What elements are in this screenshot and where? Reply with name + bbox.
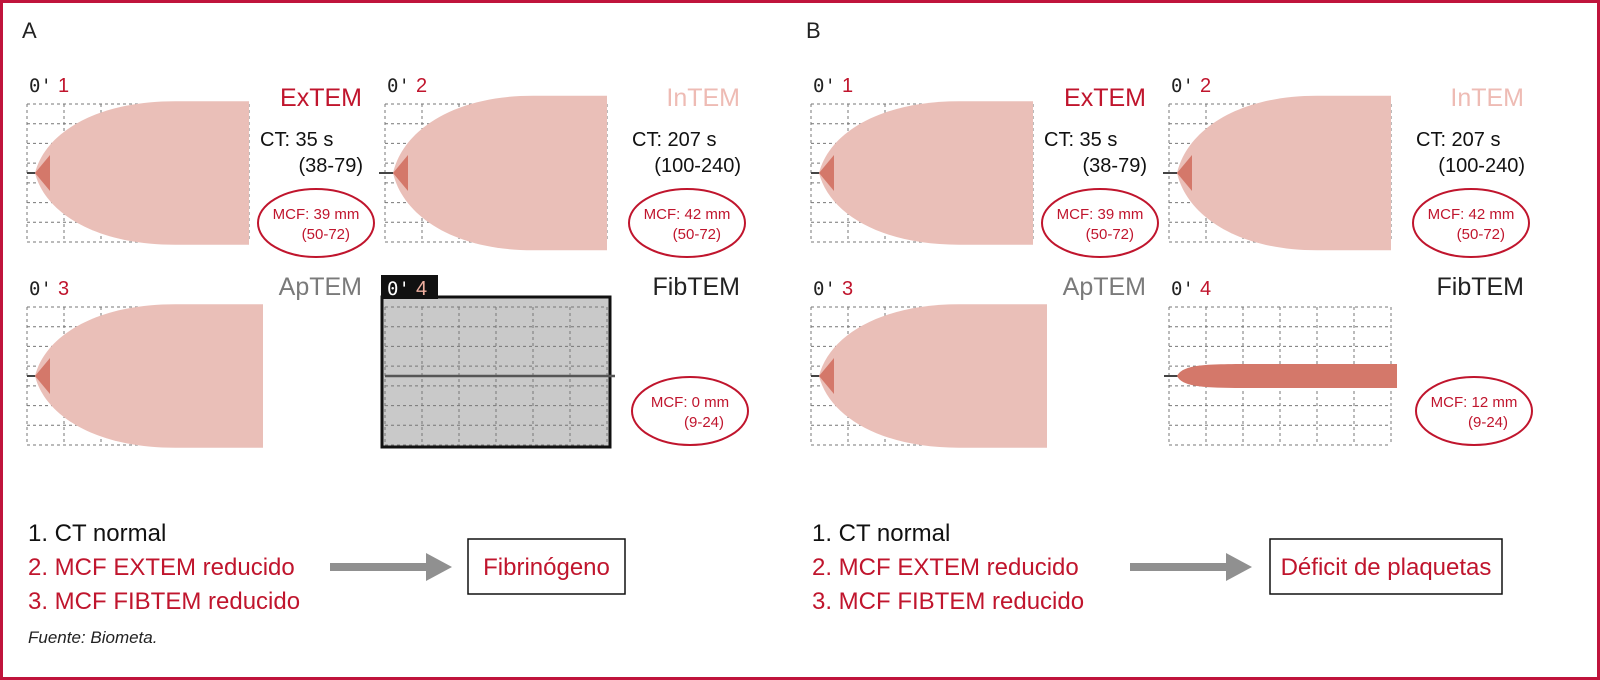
index-tab [381, 275, 438, 299]
clot-trace [819, 101, 1033, 245]
mcf-value: MCF: 0 mm [651, 394, 729, 411]
panel-a: A 0' 1 ExTEM CT: 35 s (38-79) MCF: 39 mm (50-72… [22, 18, 749, 615]
arrow-head [426, 553, 452, 581]
arrow-icon [330, 553, 452, 581]
clot-initiation [1177, 155, 1192, 191]
finding-item: 1. CT normal [812, 520, 950, 547]
mcf-oval [1412, 188, 1530, 258]
findings-list: 1. CT normal 2. MCF EXTEM reducido 3. MCF … [812, 520, 1084, 615]
mcf-oval [631, 376, 749, 446]
test-index: 1 [842, 75, 853, 97]
time-marker: 0' [1171, 278, 1194, 300]
ct-range: (38-79) [299, 155, 363, 177]
clot-initiation [35, 358, 50, 394]
test-extem: 0' 1 ExTEM CT: 35 s (38-79) MCF: 39 mm (50-72) [810, 75, 1159, 258]
arrow-head [1226, 553, 1252, 581]
clot-trace-thin [1177, 364, 1397, 388]
time-marker: 0' [29, 278, 52, 300]
test-intem: 0' 2 InTEM CT: 207 s (100-240) MCF: 42 mm (50-… [379, 75, 746, 258]
result-frame [467, 538, 626, 595]
mcf-oval [1041, 188, 1159, 258]
ct-range: (38-79) [1083, 155, 1147, 177]
finding-item: 2. MCF EXTEM reducido [28, 554, 295, 581]
clot-initiation [35, 155, 50, 191]
test-intem: 0' 2 InTEM CT: 207 s (100-240) MCF: 42 mm (50-… [1163, 75, 1530, 258]
ct-value: CT: 35 s [260, 129, 333, 151]
ct-value: CT: 35 s [1044, 129, 1117, 151]
test-name: FibTEM [1437, 273, 1525, 301]
time-marker: 0' [29, 75, 52, 97]
clot-trace [1177, 95, 1391, 251]
mcf-value: MCF: 12 mm [1431, 394, 1518, 411]
source-caption: Fuente: Biometa. [28, 628, 157, 647]
mcf-value: MCF: 39 mm [1057, 206, 1144, 223]
test-name: FibTEM [653, 273, 741, 301]
result-box: Fibrinógeno [467, 538, 626, 595]
test-name: InTEM [666, 84, 740, 112]
ct-value: CT: 207 s [1416, 129, 1500, 151]
test-fibtem: 0' 4 FibTEM MCF: 12 mm (9-24) [1164, 273, 1533, 446]
test-index: 3 [58, 278, 69, 300]
time-marker: 0' [387, 75, 410, 97]
test-index: 3 [842, 278, 853, 300]
test-index: 2 [416, 75, 427, 97]
test-index: 2 [1200, 75, 1211, 97]
mcf-oval [257, 188, 375, 258]
result-box: Déficit de plaquetas [1269, 538, 1503, 595]
test-name: ApTEM [279, 273, 362, 301]
finding-item: 3. MCF FIBTEM reducido [812, 588, 1084, 615]
findings-list: 1. CT normal 2. MCF EXTEM reducido 3. MCF … [28, 520, 300, 615]
test-name: ExTEM [1064, 84, 1146, 112]
test-name: InTEM [1450, 84, 1524, 112]
test-extem: 0' 1 ExTEM CT: 35 s (38-79) MCF: 39 mm (50-72) [26, 75, 375, 258]
test-aptem: 0' 3 ApTEM [810, 273, 1146, 448]
time-marker: 0' [813, 278, 836, 300]
arrow-icon [1130, 553, 1252, 581]
result-label: Déficit de plaquetas [1281, 554, 1492, 581]
test-name: ExTEM [280, 84, 362, 112]
mcf-range: (50-72) [302, 226, 350, 243]
mcf-value: MCF: 42 mm [644, 206, 731, 223]
clot-initiation [819, 155, 834, 191]
time-marker: 0' [387, 278, 410, 300]
test-index: 4 [1200, 278, 1211, 300]
panel-letter: B [806, 18, 821, 43]
panel-b: B 0' 1 ExTEM CT: 35 s (38-79) MCF: 39 mm (50-72… [806, 18, 1533, 615]
panel-letter: A [22, 18, 37, 43]
ct-range: (100-240) [1438, 155, 1525, 177]
test-index: 4 [416, 278, 427, 300]
time-marker: 0' [813, 75, 836, 97]
time-marker: 0' [1171, 75, 1194, 97]
mcf-range: (50-72) [1457, 226, 1505, 243]
result-label: Fibrinógeno [483, 554, 610, 581]
clot-trace [35, 304, 263, 448]
finding-item: 1. CT normal [28, 520, 166, 547]
test-index: 1 [58, 75, 69, 97]
mcf-value: MCF: 42 mm [1428, 206, 1515, 223]
test-fibtem: 0' 4 FibTEM MCF: 0 mm (9-24) [380, 273, 749, 449]
finding-item: 2. MCF EXTEM reducido [812, 554, 1079, 581]
mcf-value: MCF: 39 mm [273, 206, 360, 223]
clot-initiation [393, 155, 408, 191]
clot-trace [35, 101, 249, 245]
mcf-range: (9-24) [1468, 414, 1508, 431]
test-name: ApTEM [1063, 273, 1146, 301]
ct-value: CT: 207 s [632, 129, 716, 151]
finding-item: 3. MCF FIBTEM reducido [28, 588, 300, 615]
clot-trace [393, 95, 607, 251]
ct-range: (100-240) [654, 155, 741, 177]
result-frame [1269, 538, 1503, 595]
test-aptem: 0' 3 ApTEM [26, 273, 362, 448]
mcf-oval [628, 188, 746, 258]
mcf-range: (9-24) [684, 414, 724, 431]
mcf-oval [1415, 376, 1533, 446]
mcf-range: (50-72) [1086, 226, 1134, 243]
clot-trace [819, 304, 1047, 448]
clot-initiation [819, 358, 834, 394]
mcf-range: (50-72) [673, 226, 721, 243]
